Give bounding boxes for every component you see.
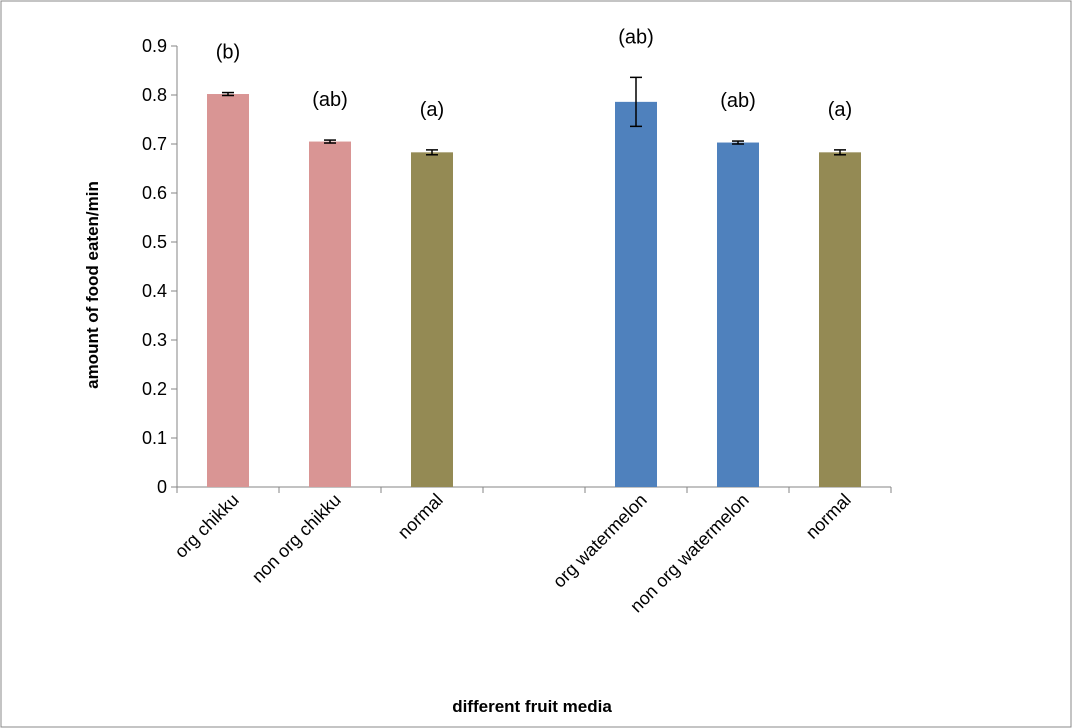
significance-labels: (b) (ab) (a) (ab) (ab) (a)	[216, 26, 852, 121]
y-tick-label: 0.9	[142, 36, 167, 56]
significance-label: (a)	[420, 99, 444, 121]
significance-label: (ab)	[312, 89, 348, 111]
y-tick-label: 0.3	[142, 330, 167, 350]
bar	[309, 141, 351, 488]
y-tick-label: 0.5	[142, 232, 167, 252]
bar	[615, 101, 657, 488]
bar	[411, 152, 453, 487]
y-tick-label: 0.4	[142, 281, 167, 301]
y-tick-label: 0.6	[142, 183, 167, 203]
significance-label: (ab)	[618, 26, 654, 48]
y-tick-label: 0.7	[142, 134, 167, 154]
y-axis: 0 0.1 0.2 0.3 0.4 0.5 0.6 0.7 0.8 0.9	[142, 36, 178, 497]
y-tick-label: 0.8	[142, 85, 167, 105]
y-tick-label: 0.1	[142, 428, 167, 448]
bars	[207, 94, 861, 488]
bar	[207, 94, 249, 488]
x-axis-title: different fruit media	[452, 697, 612, 716]
bar	[717, 142, 759, 487]
y-tick-label: 0	[157, 477, 167, 497]
error-bars	[222, 76, 846, 156]
y-axis-title: amount of food eaten/min	[83, 181, 102, 389]
significance-label: (ab)	[720, 90, 756, 112]
significance-label: (b)	[216, 42, 240, 64]
significance-label: (a)	[828, 99, 852, 121]
y-tick-label: 0.2	[142, 379, 167, 399]
bar	[819, 152, 861, 487]
